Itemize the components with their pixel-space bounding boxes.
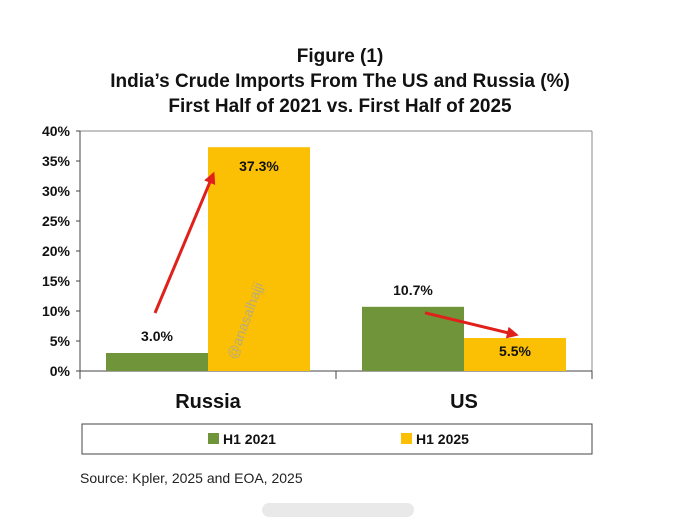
bar (208, 147, 310, 371)
legend-swatch (401, 433, 412, 444)
footer-watermark (262, 503, 414, 517)
figure-label: Figure (1) (296, 46, 384, 67)
y-tick-label: 25% (42, 213, 71, 229)
legend-label: H1 2025 (416, 431, 469, 447)
source-note: Source: Kpler, 2025 and EOA, 2025 (80, 470, 303, 486)
chart-bars (106, 147, 566, 371)
y-tick-label: 35% (42, 153, 71, 169)
data-label: 3.0% (141, 328, 173, 344)
data-label: 10.7% (393, 282, 433, 298)
chart-axes: 0% 5% 10% 15% 20% 25% 30% 35% 40% (42, 123, 593, 379)
chart-legend: H1 2021 H1 2025 (81, 423, 593, 455)
y-tick-label: 10% (42, 303, 71, 319)
bar (106, 353, 208, 371)
legend-label: H1 2021 (223, 431, 276, 447)
y-tick-label: 30% (42, 183, 71, 199)
arrow-down-us (424, 311, 519, 339)
chart-titles: Figure (1) India’s Crude Imports From Th… (0, 44, 680, 119)
y-tick-label: 40% (42, 123, 71, 139)
legend-swatch (208, 433, 219, 444)
legend-box (81, 423, 593, 455)
arrow-up-russia (153, 171, 216, 314)
data-label: 37.3% (239, 158, 279, 174)
data-label: 5.5% (499, 343, 531, 359)
chart-title: India’s Crude Imports From The US and Ru… (110, 71, 570, 92)
y-tick-label: 5% (50, 333, 71, 349)
y-tick-label: 15% (42, 273, 71, 289)
chart-subtitle: First Half of 2021 vs. First Half of 202… (168, 96, 512, 117)
y-tick-label: 0% (50, 363, 71, 379)
y-tick-label: 20% (42, 243, 71, 259)
chart-arrows (153, 171, 519, 339)
bar (464, 338, 566, 371)
category-label: US (450, 391, 478, 413)
category-label: Russia (175, 391, 241, 413)
bar (362, 306, 464, 371)
chart-labels: 3.0% 37.3% Russia 10.7% 5.5% US (141, 158, 531, 413)
